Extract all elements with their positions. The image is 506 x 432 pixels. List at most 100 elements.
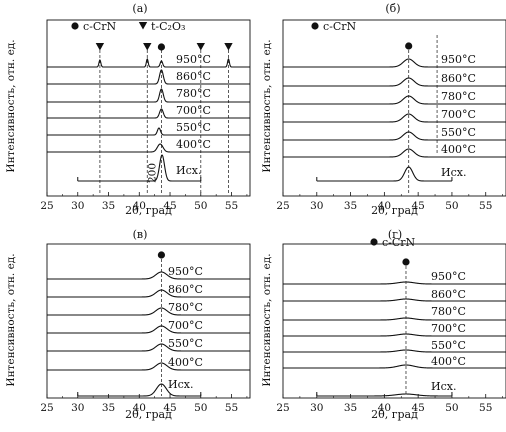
series-curve [283,317,506,321]
plot-frame [46,19,251,197]
x-axis-label: 2θ, град [125,408,172,421]
series-curve [283,148,506,158]
series-curve [47,325,250,334]
series-curve [47,362,250,371]
series-label: 780°C [441,90,476,103]
series-label: 550°C [176,121,211,134]
series-label: 400°C [168,356,203,369]
series-label: 950°C [168,265,203,278]
x-tick-label: 55 [479,200,492,212]
series-label: 950°C [176,53,211,66]
plot-frame [282,19,506,197]
series-label: 780°C [176,87,211,100]
chart-panel-2: (б) 25 30 35 40 45 50 55 2θ, град Интенсивность, … [261,2,506,217]
series-curve [77,154,201,182]
x-axis-label: 2θ, град [125,204,172,217]
reflection-marker-triangle-down [95,43,105,51]
chart-panel-4: (г) 25 30 35 40 45 50 55 2θ, град Интенсивность, … [261,228,506,421]
peak-annotation: 200 [146,163,158,183]
series-curve [47,307,250,316]
x-tick-label: 40 [133,402,146,414]
series-curve [283,333,506,337]
series-label: 700°C [168,319,203,332]
legend-label: t-C₂O₃ [151,20,185,33]
series-label: 400°C [441,143,476,156]
x-tick-label: 55 [225,200,238,212]
series-label: 860°C [441,72,476,85]
series-curve [47,69,250,85]
panel-label: (в) [133,228,148,241]
series-curve [283,131,506,141]
series-label: Исх. [441,166,466,179]
peak-marker-circle [405,42,413,50]
x-axis-label: 2θ, град [371,408,418,421]
series-label: 700°C [441,108,476,121]
series-label: 780°C [168,301,203,314]
series-label: 780°C [431,305,466,318]
series-label: Исх. [431,380,456,393]
series-curve [47,58,250,68]
x-tick-label: 40 [378,402,391,414]
x-tick-label: 30 [310,402,323,414]
series-label: 860°C [176,70,211,83]
x-tick-label: 30 [71,402,84,414]
chart-panel-3: (в) 25 30 35 40 45 50 55 2θ, град Интенсивность, … [5,228,251,421]
series-curve [47,289,250,298]
legend-marker-circle [311,22,319,30]
series-label: 400°C [431,355,466,368]
y-axis-label: Интенсивность, отн. ед. [261,253,273,386]
series-curve [283,58,506,68]
series-label: Исх. [168,378,193,391]
series-curve [316,393,452,397]
series-curve [283,298,506,302]
peak-marker-circle [157,251,166,259]
x-tick-label: 25 [276,402,289,414]
x-tick-label: 55 [225,402,238,414]
reflection-marker-circle [157,43,166,51]
x-tick-label: 50 [194,200,207,212]
x-tick-label: 35 [102,402,115,414]
x-tick-label: 45 [163,402,176,414]
x-tick-label: 35 [344,402,357,414]
reflection-marker-triangle-down [224,43,233,51]
series-curve [283,113,506,123]
series-label: 950°C [431,270,466,283]
series-label: 550°C [441,126,476,139]
series-curve [316,166,452,182]
series-curve [283,77,506,87]
series-curve [283,349,506,353]
legend-marker-circle [71,22,79,30]
x-tick-label: 50 [445,200,458,212]
series-curve [283,95,506,105]
legend-label: c-CrN [382,236,416,249]
x-tick-label: 30 [71,200,84,212]
panel-label: (б) [385,2,400,15]
legend-marker-triangle-down [138,22,148,30]
series-label: 700°C [176,104,211,117]
x-tick-label: 35 [102,200,115,212]
series-label: 700°C [431,322,466,335]
legend-label: c-CrN [83,20,117,33]
x-tick-label: 25 [40,200,53,212]
reflection-marker-triangle-down [196,43,205,51]
series-curve [283,281,506,285]
series-label: Исх. [176,164,201,177]
series-curve [47,343,250,352]
legend-marker-circle [370,238,378,246]
series-curve [47,143,250,153]
series-label: 860°C [168,283,203,296]
series-label: 400°C [176,138,211,151]
panel-label: (г) [388,228,402,241]
x-tick-label: 45 [163,200,176,212]
x-tick-label: 25 [276,200,289,212]
legend-label: c-CrN [323,20,357,33]
x-tick-label: 40 [378,200,391,212]
panel-label: (а) [132,2,147,15]
series-curve [47,271,250,280]
plot-frame [46,243,251,399]
series-curve [283,364,506,369]
x-tick-label: 30 [310,200,323,212]
x-tick-label: 45 [411,402,424,414]
y-axis-label: Интенсивность, отн. ед. [5,253,17,386]
